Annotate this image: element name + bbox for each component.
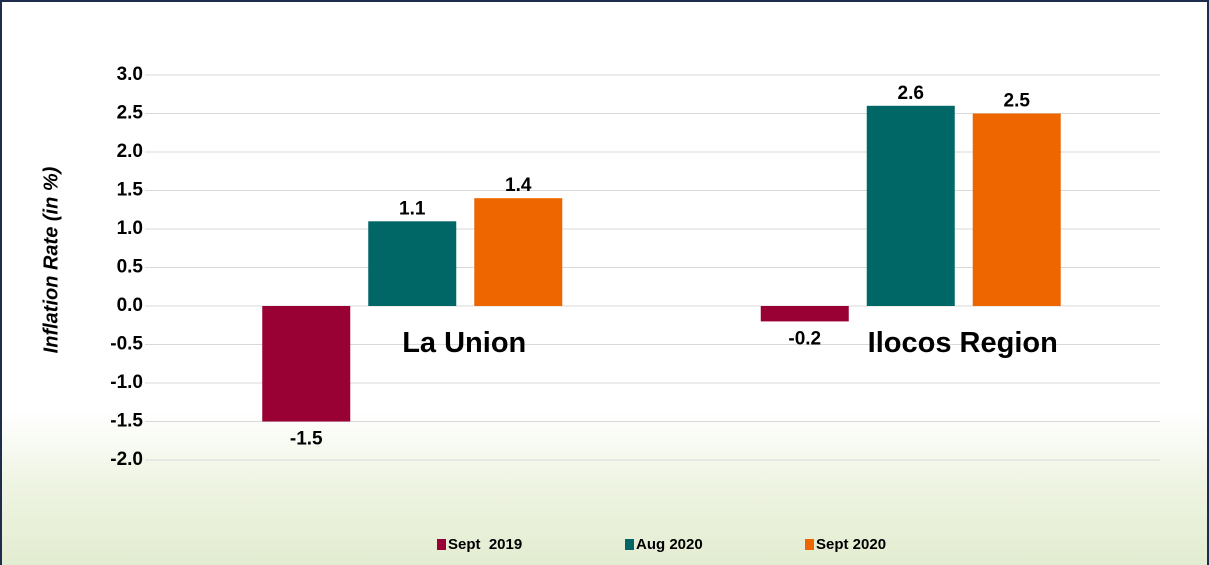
y-tick-label: 0.0 — [117, 295, 143, 316]
legend-label: Sept 2020 — [816, 536, 886, 553]
data-label: 1.4 — [505, 175, 532, 196]
bar — [760, 306, 849, 322]
y-tick-label: 1.0 — [117, 218, 143, 239]
bar — [972, 113, 1061, 306]
y-tick-label: -0.5 — [110, 334, 143, 355]
legend-label: Sept 2019 — [448, 536, 522, 553]
legend-swatch — [437, 539, 446, 550]
data-label: -0.2 — [788, 328, 821, 349]
data-label: 2.6 — [898, 83, 924, 104]
data-label: -1.5 — [290, 429, 323, 450]
data-label: 2.5 — [1004, 91, 1031, 112]
y-tick-label: 1.5 — [117, 180, 144, 201]
y-tick-label: -2.0 — [110, 449, 143, 470]
legend-label: Aug 2020 — [636, 536, 703, 553]
category-label: La Union — [402, 327, 526, 359]
category-label: Ilocos Region — [868, 327, 1058, 359]
y-tick-label: 3.0 — [117, 64, 143, 85]
y-axis-label: Inflation Rate (in %) — [40, 166, 62, 353]
bar — [368, 221, 457, 306]
y-tick-label: 2.0 — [117, 141, 143, 162]
y-tick-label: -1.0 — [110, 372, 143, 393]
bar — [866, 105, 955, 306]
data-label: 1.1 — [399, 198, 426, 219]
bar — [474, 198, 563, 306]
y-tick-label: 0.5 — [117, 257, 144, 278]
legend-swatch — [805, 539, 814, 550]
legend-swatch — [625, 539, 634, 550]
y-tick-label: 2.5 — [117, 103, 144, 124]
y-tick-label: -1.5 — [110, 411, 143, 432]
bar — [262, 306, 351, 422]
